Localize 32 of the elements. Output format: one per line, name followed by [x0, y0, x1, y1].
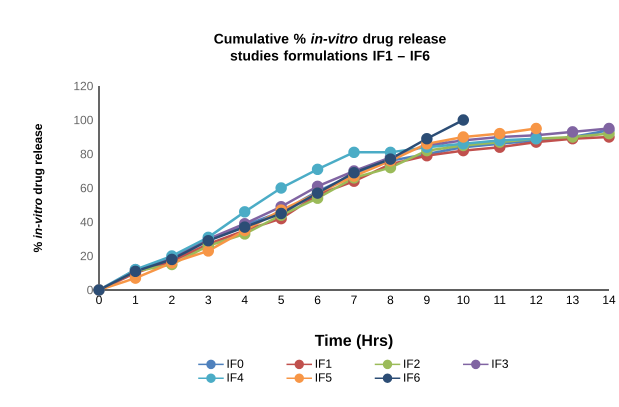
x-tick-label: 8	[388, 296, 394, 304]
y-tick-label: 0	[87, 286, 93, 294]
x-tick-label: 0	[96, 296, 102, 304]
x-tick-label: 6	[314, 296, 320, 304]
x-tick-label: 4	[242, 296, 248, 304]
x-tick-label: 3	[205, 296, 212, 304]
y-tick-label: 100	[74, 116, 93, 124]
x-tick-label: 14	[603, 296, 616, 304]
x-tick-label: 5	[278, 296, 284, 304]
legend-label: IF3	[492, 359, 508, 368]
x-tick-label: 1	[133, 296, 138, 304]
y-tick-label: 40	[80, 218, 93, 226]
y-tick-label: 120	[74, 82, 93, 90]
legend-label: IF4	[228, 373, 244, 382]
chart-title: Cumulative % in-vitro drug release studies formulations IF1 – IF6	[214, 33, 446, 61]
legend-label: IF0	[228, 359, 244, 368]
x-tick-label: 11	[494, 296, 506, 304]
legend-label: IF5	[316, 373, 332, 382]
y-tick-label: 80	[80, 150, 93, 158]
x-tick-label: 2	[169, 296, 175, 304]
x-tick-label: 12	[530, 296, 542, 304]
x-tick-label: 13	[566, 296, 579, 304]
x-axis-title: Time (Hrs)	[314, 334, 392, 350]
x-tick-label: 7	[351, 296, 357, 304]
y-tick-label: 60	[80, 184, 93, 192]
x-tick-label: 9	[424, 296, 430, 304]
y-axis-title: % in-vitro drug release	[33, 124, 44, 252]
legend-label: IF1	[316, 360, 332, 368]
y-tick-label: 20	[80, 252, 93, 260]
legend-label: IF6	[404, 373, 420, 382]
legend-label: IF2	[404, 359, 420, 368]
x-tick-label: 10	[458, 296, 470, 304]
